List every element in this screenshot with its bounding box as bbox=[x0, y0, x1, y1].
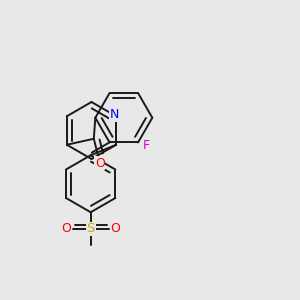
Text: O: O bbox=[95, 157, 105, 170]
Text: F: F bbox=[143, 139, 150, 152]
Text: O: O bbox=[61, 222, 71, 235]
Text: O: O bbox=[110, 222, 120, 235]
Text: N: N bbox=[110, 108, 119, 121]
Text: S: S bbox=[86, 222, 95, 235]
